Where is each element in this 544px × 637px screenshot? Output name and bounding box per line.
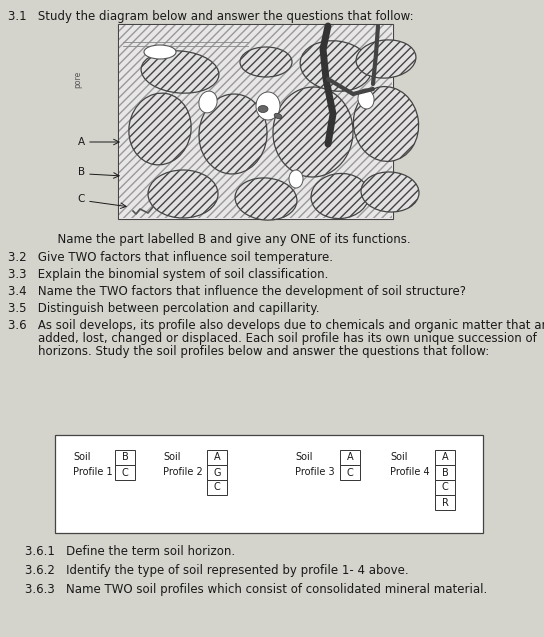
- Bar: [435, 495, 455, 510]
- Text: A: A: [78, 137, 85, 147]
- Text: A: A: [442, 452, 448, 462]
- Text: 3.2   Give TWO factors that influence soil temperature.: 3.2 Give TWO factors that influence soil…: [8, 251, 333, 264]
- Text: Profile 3: Profile 3: [295, 467, 335, 477]
- Ellipse shape: [141, 51, 219, 93]
- Text: C: C: [122, 468, 128, 478]
- Text: Soil: Soil: [390, 452, 407, 462]
- Text: A: A: [347, 452, 353, 462]
- Text: Profile 2: Profile 2: [163, 467, 203, 477]
- Ellipse shape: [199, 91, 217, 113]
- Ellipse shape: [358, 89, 374, 109]
- Text: A: A: [214, 452, 220, 462]
- Bar: [207, 465, 227, 480]
- Ellipse shape: [274, 113, 282, 118]
- Text: G: G: [213, 468, 221, 478]
- Text: 3.6.2   Identify the type of soil represented by profile 1- 4 above.: 3.6.2 Identify the type of soil represen…: [25, 564, 409, 577]
- Ellipse shape: [311, 173, 369, 218]
- Text: added, lost, changed or displaced. Each soil profile has its own unique successi: added, lost, changed or displaced. Each …: [8, 332, 537, 345]
- Text: pore: pore: [73, 70, 83, 88]
- Text: B: B: [78, 167, 85, 177]
- Text: 3.5   Distinguish between percolation and capillarity.: 3.5 Distinguish between percolation and …: [8, 302, 319, 315]
- Ellipse shape: [148, 170, 218, 218]
- Ellipse shape: [354, 87, 418, 161]
- Text: Name the part labelled B and give any ONE of its functions.: Name the part labelled B and give any ON…: [35, 233, 411, 246]
- Bar: [115, 450, 135, 465]
- Bar: [340, 450, 360, 465]
- Ellipse shape: [361, 172, 419, 212]
- Text: Profile 4: Profile 4: [390, 467, 430, 477]
- Ellipse shape: [289, 170, 303, 188]
- Text: B: B: [442, 468, 448, 478]
- Text: C: C: [442, 482, 448, 492]
- Ellipse shape: [144, 45, 176, 59]
- Text: 3.3   Explain the binomial system of soil classification.: 3.3 Explain the binomial system of soil …: [8, 268, 329, 281]
- Bar: [435, 480, 455, 495]
- Bar: [55, 435, 483, 533]
- Text: 3.4   Name the TWO factors that influence the development of soil structure?: 3.4 Name the TWO factors that influence …: [8, 285, 466, 298]
- Bar: [115, 465, 135, 480]
- Text: 3.6.3   Name TWO soil profiles which consist of consolidated mineral material.: 3.6.3 Name TWO soil profiles which consi…: [25, 583, 487, 596]
- Ellipse shape: [356, 40, 416, 78]
- Text: 3.1   Study the diagram below and answer the questions that follow:: 3.1 Study the diagram below and answer t…: [8, 10, 413, 23]
- Ellipse shape: [300, 41, 372, 91]
- Text: B: B: [122, 452, 128, 462]
- Bar: [435, 465, 455, 480]
- Bar: [207, 450, 227, 465]
- Ellipse shape: [240, 47, 292, 77]
- Bar: [119, 25, 392, 218]
- Text: Soil: Soil: [295, 452, 312, 462]
- Text: 3.6.1   Define the term soil horizon.: 3.6.1 Define the term soil horizon.: [25, 545, 235, 558]
- Text: Profile 1: Profile 1: [73, 467, 113, 477]
- Text: horizons. Study the soil profiles below and answer the questions that follow:: horizons. Study the soil profiles below …: [8, 345, 489, 358]
- Bar: [118, 24, 393, 219]
- Ellipse shape: [199, 94, 267, 174]
- Text: 3.6   As soil develops, its profile also develops due to chemicals and organic m: 3.6 As soil develops, its profile also d…: [8, 319, 544, 332]
- Text: R: R: [442, 497, 448, 508]
- Ellipse shape: [273, 87, 353, 177]
- Text: C: C: [78, 194, 85, 204]
- Ellipse shape: [258, 106, 268, 113]
- Ellipse shape: [235, 178, 297, 220]
- Text: Soil: Soil: [163, 452, 181, 462]
- Text: C: C: [214, 482, 220, 492]
- Text: Soil: Soil: [73, 452, 90, 462]
- Bar: [340, 465, 360, 480]
- Bar: [207, 480, 227, 495]
- Ellipse shape: [256, 92, 280, 120]
- Bar: [435, 450, 455, 465]
- Ellipse shape: [129, 93, 191, 165]
- Text: C: C: [347, 468, 354, 478]
